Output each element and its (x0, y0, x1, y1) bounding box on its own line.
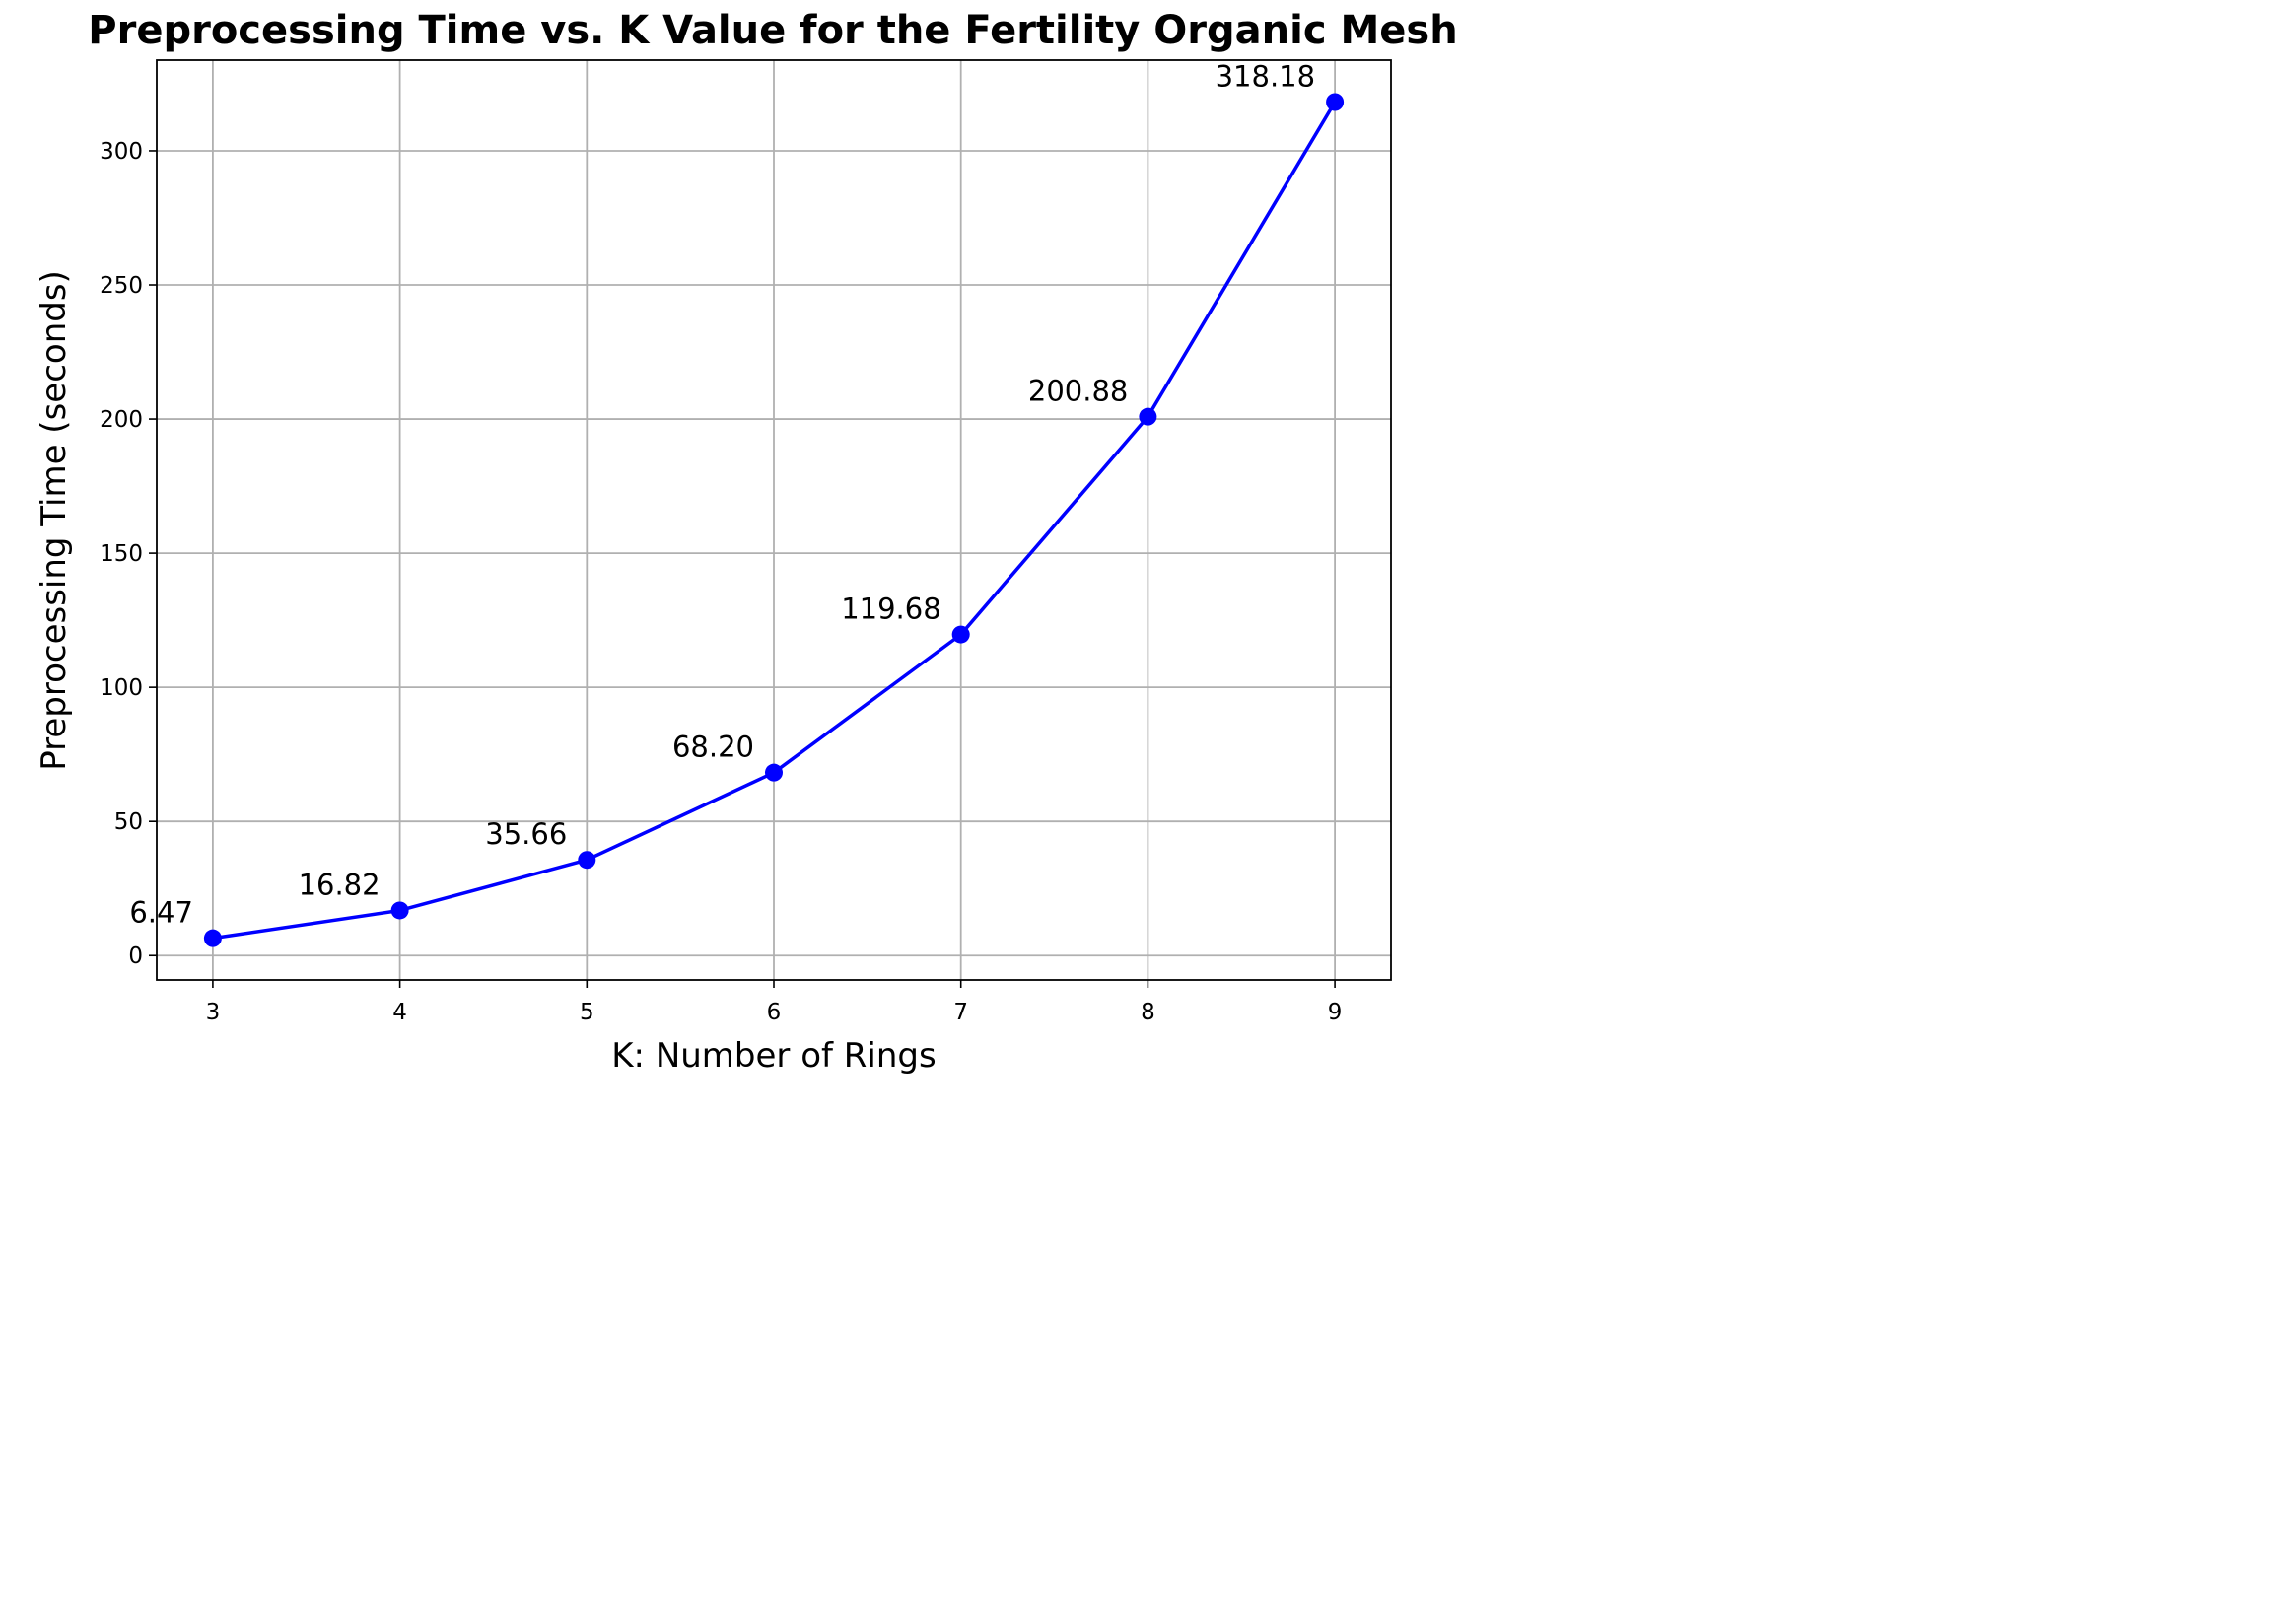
y-tick-label: 50 (114, 809, 143, 835)
chart-title: Preprocessing Time vs. K Value for the F… (88, 8, 1457, 53)
x-tick-label: 7 (953, 1000, 968, 1025)
x-tick-label: 5 (580, 1000, 594, 1025)
chart: Preprocessing Time vs. K Value for the F… (35, 8, 1458, 1076)
y-tick-label: 0 (128, 943, 143, 969)
data-point (765, 763, 783, 782)
data-point (1326, 93, 1345, 111)
data-value-label: 68.20 (672, 731, 754, 764)
x-tick-label: 8 (1141, 1000, 1155, 1025)
x-tick-label: 9 (1328, 1000, 1343, 1025)
x-tick-label: 6 (767, 1000, 782, 1025)
y-tick-label: 150 (100, 541, 143, 567)
y-axis: 0 50 100 150 200 250 300 (100, 139, 157, 969)
x-axis: 3 4 5 6 7 8 9 (206, 980, 1343, 1025)
grid (157, 60, 1391, 980)
y-tick-label: 100 (100, 675, 143, 701)
data-value-label: 119.68 (841, 593, 940, 626)
data-value-label: 16.82 (299, 868, 381, 901)
data-point (1139, 407, 1157, 426)
data-point (951, 625, 970, 644)
x-tick-label: 4 (392, 1000, 407, 1025)
y-tick-label: 250 (100, 273, 143, 299)
data-point (390, 901, 409, 920)
data-point (203, 929, 222, 947)
y-tick-label: 300 (100, 139, 143, 165)
data-labels: 6.47 16.82 35.66 68.20 119.68 200.88 318.18 (129, 60, 1315, 930)
x-axis-label: K: Number of Rings (611, 1036, 936, 1076)
y-tick-label: 200 (100, 407, 143, 433)
data-value-label: 200.88 (1028, 375, 1128, 408)
data-value-label: 35.66 (485, 817, 567, 851)
y-axis-label: Preprocessing Time (seconds) (35, 270, 74, 771)
data-point (578, 851, 596, 870)
x-tick-label: 3 (206, 1000, 221, 1025)
series-line-group (203, 93, 1345, 947)
data-value-label: 6.47 (129, 896, 193, 930)
data-value-label: 318.18 (1216, 60, 1315, 94)
